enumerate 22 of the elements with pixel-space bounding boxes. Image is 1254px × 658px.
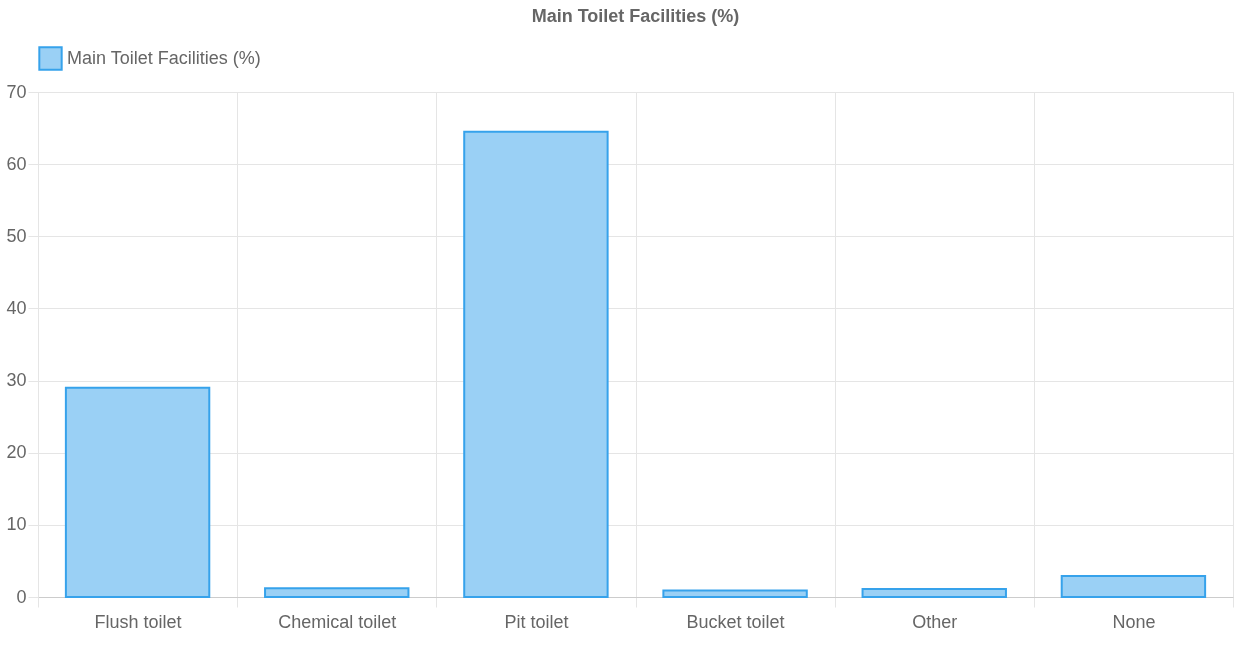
y-tick-label: 50 [6, 225, 27, 246]
bar [64, 386, 211, 598]
y-tick-label: 10 [6, 514, 27, 535]
y-tick-label: 60 [6, 153, 27, 174]
y-tick-label: 20 [6, 442, 27, 463]
bar [463, 130, 609, 598]
legend-label: Main Toilet Facilities (%) [67, 47, 261, 68]
y-tick-label: 40 [6, 297, 27, 318]
x-tick-label: Flush toilet [94, 611, 182, 632]
bar [861, 588, 1007, 598]
y-tick-label: 0 [16, 586, 27, 607]
bar [1060, 575, 1207, 598]
chart-title: Main Toilet Facilities (%) [531, 6, 740, 26]
x-tick-label: None [1112, 611, 1156, 632]
x-tick-label: Pit toilet [504, 611, 569, 632]
bar [662, 589, 808, 598]
y-tick-label: 70 [6, 81, 27, 102]
bar [264, 587, 410, 598]
y-tick-label: 30 [6, 370, 27, 391]
x-tick-label: Chemical toilet [278, 611, 397, 632]
x-tick-label: Bucket toilet [686, 611, 785, 632]
x-tick-label: Other [912, 611, 958, 632]
